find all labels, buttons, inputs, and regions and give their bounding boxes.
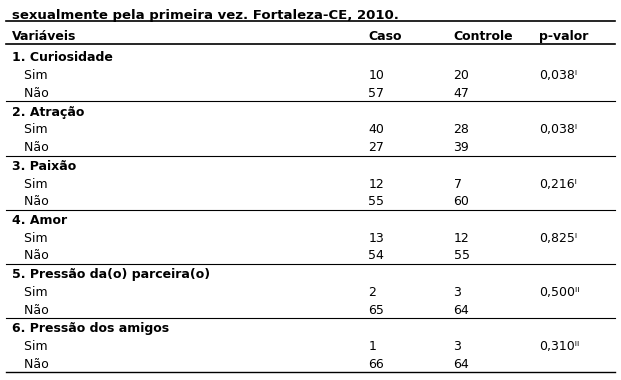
Text: 65: 65 — [368, 304, 384, 317]
Text: Caso: Caso — [368, 30, 402, 43]
Text: Controle: Controle — [453, 30, 513, 43]
Text: 0,038ᴵ: 0,038ᴵ — [538, 69, 577, 82]
Text: 55: 55 — [368, 195, 384, 208]
Text: Sim: Sim — [12, 69, 48, 82]
Text: 12: 12 — [453, 232, 469, 245]
Text: 2: 2 — [368, 286, 376, 299]
Text: Sim: Sim — [12, 232, 48, 245]
Text: 4. Amor: 4. Amor — [12, 214, 68, 227]
Text: 3: 3 — [453, 286, 461, 299]
Text: 3. Paixão: 3. Paixão — [12, 160, 76, 173]
Text: 1. Curiosidade: 1. Curiosidade — [12, 51, 113, 65]
Text: Variáveis: Variáveis — [12, 30, 76, 43]
Text: 0,216ᴵ: 0,216ᴵ — [538, 177, 576, 190]
Text: 64: 64 — [453, 304, 469, 317]
Text: 55: 55 — [453, 249, 469, 263]
Text: 47: 47 — [453, 87, 469, 100]
Text: 57: 57 — [368, 87, 384, 100]
Text: Não: Não — [12, 195, 49, 208]
Text: 20: 20 — [453, 69, 469, 82]
Text: 12: 12 — [368, 177, 384, 190]
Text: 66: 66 — [368, 358, 384, 371]
Text: 3: 3 — [453, 340, 461, 353]
Text: Sim: Sim — [12, 340, 48, 353]
Text: sexualmente pela primeira vez. Fortaleza-CE, 2010.: sexualmente pela primeira vez. Fortaleza… — [12, 10, 399, 22]
Text: 64: 64 — [453, 358, 469, 371]
Text: Não: Não — [12, 87, 49, 100]
Text: Sim: Sim — [12, 124, 48, 136]
Text: Não: Não — [12, 358, 49, 371]
Text: 54: 54 — [368, 249, 384, 263]
Text: 28: 28 — [453, 124, 469, 136]
Text: Não: Não — [12, 304, 49, 317]
Text: 39: 39 — [453, 141, 469, 154]
Text: 5. Pressão da(o) parceira(o): 5. Pressão da(o) parceira(o) — [12, 268, 211, 281]
Text: 40: 40 — [368, 124, 384, 136]
Text: 27: 27 — [368, 141, 384, 154]
Text: 1: 1 — [368, 340, 376, 353]
Text: 60: 60 — [453, 195, 469, 208]
Text: 13: 13 — [368, 232, 384, 245]
Text: 2. Atração: 2. Atração — [12, 106, 84, 119]
Text: Sim: Sim — [12, 177, 48, 190]
Text: 0,500ᴵᴵ: 0,500ᴵᴵ — [538, 286, 579, 299]
Text: 0,825ᴵ: 0,825ᴵ — [538, 232, 577, 245]
Text: 0,038ᴵ: 0,038ᴵ — [538, 124, 577, 136]
Text: p-valor: p-valor — [538, 30, 588, 43]
Text: Sim: Sim — [12, 286, 48, 299]
Text: Não: Não — [12, 141, 49, 154]
Text: Não: Não — [12, 249, 49, 263]
Text: 0,310ᴵᴵ: 0,310ᴵᴵ — [538, 340, 579, 353]
Text: 6. Pressão dos amigos: 6. Pressão dos amigos — [12, 322, 170, 336]
Text: 7: 7 — [453, 177, 461, 190]
Text: 10: 10 — [368, 69, 384, 82]
